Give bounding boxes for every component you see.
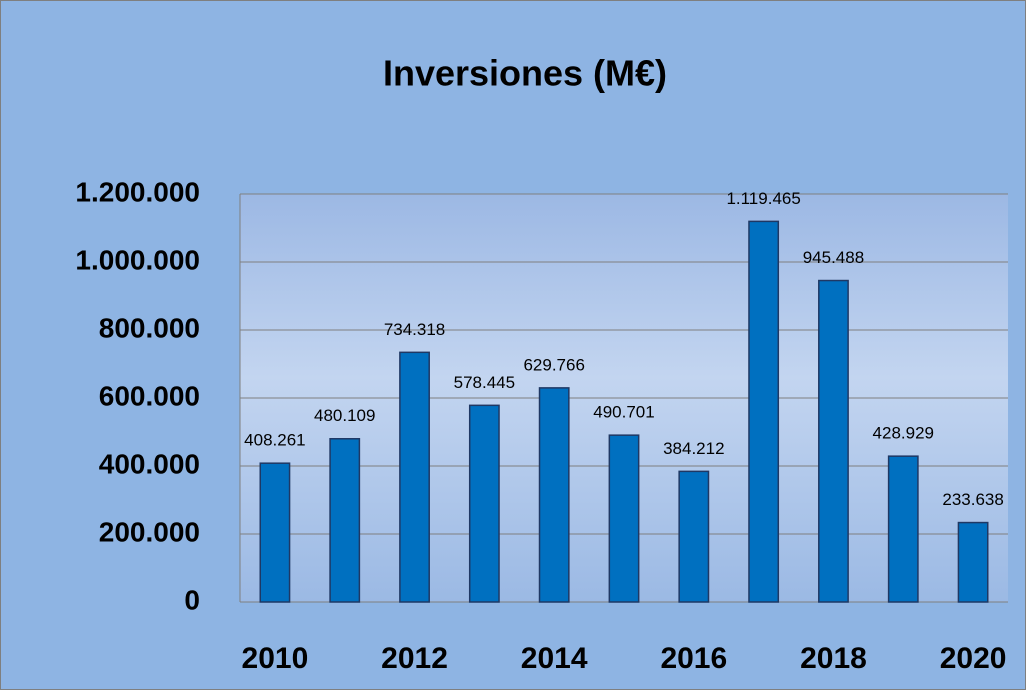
value-label: 1.119.465 [726,189,800,208]
x-tick-label: 2016 [660,642,727,675]
value-label: 945.488 [803,248,864,267]
bar [538,387,570,603]
x-tick-label: 2014 [521,642,588,675]
bar [608,434,640,603]
bar [887,455,919,603]
value-label: 490.701 [593,403,654,422]
chart-title: Inversiones (M€) [383,53,667,94]
y-tick-label: 200.000 [99,516,200,547]
y-tick-label: 400.000 [99,448,200,479]
bar [957,521,989,603]
x-tick-label: 2018 [800,642,867,675]
value-label: 408.261 [244,431,305,450]
value-label: 480.109 [314,406,375,425]
y-tick-label: 0 [184,584,200,615]
bar [399,351,430,603]
bar [818,279,849,603]
x-tick-label: 2012 [381,642,448,675]
y-tick-label: 1.200.000 [75,176,200,207]
bar [678,470,710,603]
value-label: 428.929 [873,424,934,443]
bar [468,404,500,603]
y-tick-label: 600.000 [99,380,200,411]
y-tick-label: 800.000 [99,312,200,343]
bar [329,438,361,603]
x-tick-label: 2010 [242,642,309,675]
y-tick-label: 1.000.000 [75,244,200,275]
value-label: 734.318 [384,320,445,339]
x-tick-label: 2020 [940,642,1007,675]
value-label: 233.638 [942,490,1003,509]
value-label: 384.212 [663,439,724,458]
value-label: 629.766 [523,355,584,374]
value-label: 578.445 [454,373,515,392]
bar [259,462,291,603]
bar [748,220,780,603]
